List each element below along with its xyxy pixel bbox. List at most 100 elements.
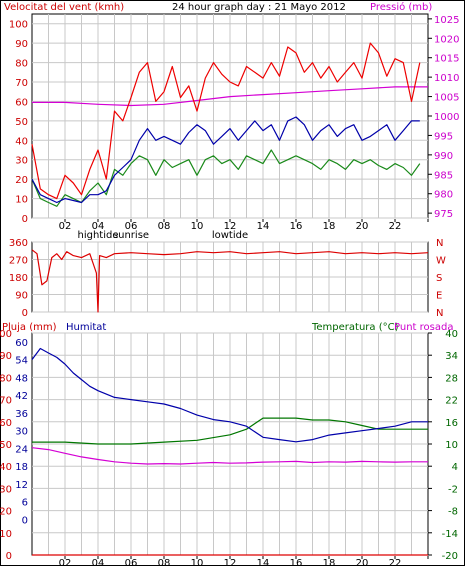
wind-average-line (31, 149, 421, 207)
compass-tick-label: N (436, 238, 443, 249)
pressure-tick-label: 975 (434, 209, 453, 220)
x-tick-label: 08 (158, 221, 171, 232)
temperature-tick-label: 10 (445, 440, 458, 451)
humidity-tick-label: 30 (15, 427, 28, 438)
rain-tick-label: 70 (0, 396, 12, 407)
pressure-tick-label: 990 (434, 151, 453, 162)
series-layer (31, 42, 429, 556)
dewpoint-line (31, 447, 428, 465)
wind-tick-label: 0 (22, 214, 28, 225)
wind-tick-label: 70 (15, 78, 28, 89)
x-tick-label: 10 (191, 221, 204, 232)
pressure-tick-label: 980 (434, 190, 453, 201)
direction-tick-label: 360 (9, 238, 28, 249)
wind-tick-label: 40 (15, 136, 28, 147)
x-tick-label: 20 (356, 221, 369, 232)
pressure-line (32, 86, 428, 107)
rain-tick-label: 20 (0, 507, 12, 518)
x-tick-label: 20 (356, 558, 369, 566)
graph-title: 24 hour graph day : 21 Mayo 2012 (172, 2, 346, 13)
wind-axis-title: Velocitat del vent (kmh) (4, 2, 124, 13)
compass-tick-label: E (436, 291, 442, 302)
temperature-tick-label: 16 (445, 418, 458, 429)
direction-line (31, 249, 429, 313)
x-tick-label: 22 (389, 221, 402, 232)
pressure-tick-label: 1005 (434, 93, 459, 104)
compass-tick-label: S (436, 273, 442, 284)
rain-tick-label: 0 (6, 551, 12, 562)
x-tick-label: 12 (224, 558, 237, 566)
pressure-tick-label: 1020 (434, 34, 459, 45)
x-tick-label: 22 (389, 558, 402, 566)
direction-tick-label: 0 (22, 308, 28, 319)
event-label: hightide (77, 230, 118, 241)
rain-tick-label: 30 (0, 484, 12, 495)
humidity-tick-label: 54 (15, 356, 28, 367)
humidity-tick-label: 24 (15, 444, 28, 455)
x-tick-label: 02 (59, 558, 72, 566)
humidity-tick-label: 0 (22, 515, 28, 526)
event-label: lowtide (212, 230, 248, 241)
pressure-axis-title: Pressió (mb) (370, 1, 432, 13)
temperature-tick-label: 40 (445, 329, 458, 340)
temperature-tick-label: -2 (448, 484, 458, 495)
x-tick-label: 18 (323, 558, 336, 566)
temperature-tick-label: 22 (445, 396, 458, 407)
wind-tick-label: 20 (15, 175, 28, 186)
humidity-tick-label: 6 (22, 498, 28, 509)
wind-tick-label: 50 (15, 117, 28, 128)
pressure-tick-label: 985 (434, 170, 453, 181)
wind-gust-line (31, 42, 421, 200)
direction-tick-label: 90 (15, 291, 28, 302)
pressure-tick-label: 1015 (434, 54, 459, 65)
humidity-tick-label: 36 (15, 409, 28, 420)
temperature-tick-label: -20 (442, 551, 458, 562)
dewpoint-axis-title: Punt rosada (394, 322, 453, 333)
x-tick-label: 16 (290, 558, 303, 566)
temperature-line (32, 417, 428, 445)
pressure-tick-label: 1000 (434, 112, 459, 123)
event-label: sunrise (113, 230, 149, 241)
direction-tick-label: 270 (9, 256, 28, 267)
rain-tick-label: 60 (0, 418, 12, 429)
rain-tick-label: 50 (0, 440, 12, 451)
rain-tick-label: 90 (0, 351, 12, 362)
wind-tick-label: 90 (15, 39, 28, 50)
wind-tick-label: 80 (15, 59, 28, 70)
x-tick-label: 06 (125, 558, 138, 566)
rain-tick-label: 10 (0, 529, 12, 540)
pressure-tick-label: 1010 (434, 73, 459, 84)
x-tick-label: 12 (224, 221, 237, 232)
temperature-tick-label: -8 (448, 507, 458, 518)
wind-tick-label: 10 (15, 195, 28, 206)
x-tick-label: 16 (290, 221, 303, 232)
humidity-tick-label: 42 (15, 391, 28, 402)
humidity-axis-title: Humitat (66, 322, 106, 333)
compass-tick-label: W (436, 256, 446, 267)
temperature-tick-label: 34 (445, 351, 458, 362)
temperature-axis-title: Temperatura (°C) (311, 322, 399, 333)
x-tick-label: 04 (92, 221, 105, 232)
direction-tick-label: 180 (9, 273, 28, 284)
rain-axis-title: Pluja (mm) (2, 322, 57, 333)
x-tick-label: 18 (323, 221, 336, 232)
humidity-tick-label: 12 (15, 480, 28, 491)
rain-tick-label: 40 (0, 462, 12, 473)
humidity-tick-label: 60 (15, 338, 28, 349)
pressure-tick-label: 1025 (434, 15, 459, 26)
pressure-tick-label: 995 (434, 131, 453, 142)
x-tick-label: 06 (125, 221, 138, 232)
temperature-tick-label: 28 (445, 373, 458, 384)
rain-tick-label: 100 (0, 329, 12, 340)
wind-tick-label: 30 (15, 156, 28, 167)
x-tick-label: 04 (92, 558, 105, 566)
x-tick-label: 08 (158, 558, 171, 566)
x-tick-label: 02 (59, 221, 72, 232)
x-tick-label: 14 (257, 558, 270, 566)
wind-mean-blue-line (31, 116, 420, 204)
humidity-tick-label: 18 (15, 462, 28, 473)
humidity-tick-label: 48 (15, 373, 28, 384)
x-tick-label: 10 (191, 558, 204, 566)
